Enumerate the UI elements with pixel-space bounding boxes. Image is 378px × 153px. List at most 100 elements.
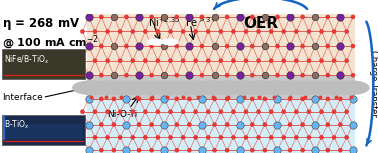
Point: [268, 30, 274, 33]
Point: [149, 74, 155, 76]
Point: [274, 123, 280, 126]
Point: [98, 16, 104, 18]
Point: [167, 110, 174, 113]
Point: [287, 123, 293, 126]
Point: [136, 149, 142, 151]
Point: [193, 30, 199, 33]
Point: [92, 136, 98, 139]
Point: [130, 110, 136, 113]
Point: [325, 123, 331, 126]
Point: [337, 149, 343, 151]
Point: [98, 74, 104, 76]
Point: [350, 16, 356, 18]
Circle shape: [318, 81, 353, 94]
Point: [274, 45, 280, 47]
Circle shape: [303, 81, 338, 94]
Point: [124, 16, 130, 18]
Circle shape: [134, 81, 170, 94]
Point: [243, 30, 249, 33]
Point: [142, 59, 148, 62]
Point: [306, 110, 312, 113]
Point: [199, 123, 205, 126]
Point: [350, 98, 356, 100]
Point: [103, 96, 109, 99]
Point: [281, 136, 287, 139]
Point: [268, 136, 274, 139]
Point: [287, 16, 293, 18]
Point: [300, 98, 306, 100]
Point: [210, 96, 216, 99]
Point: [325, 149, 331, 151]
Point: [224, 98, 230, 100]
Point: [155, 59, 161, 62]
Text: NiFe/B-TiO$_x$: NiFe/B-TiO$_x$: [5, 53, 50, 65]
Point: [350, 123, 356, 126]
Point: [212, 16, 218, 18]
Point: [237, 45, 243, 47]
Point: [268, 110, 274, 113]
Point: [281, 30, 287, 33]
Point: [300, 123, 306, 126]
Point: [155, 136, 161, 139]
Point: [142, 30, 148, 33]
Circle shape: [242, 81, 277, 94]
Point: [174, 74, 180, 76]
Point: [180, 136, 186, 139]
Text: @ 100 mA cm$^{-2}$: @ 100 mA cm$^{-2}$: [2, 34, 99, 52]
Point: [124, 98, 130, 100]
Point: [274, 74, 280, 76]
Point: [225, 96, 231, 99]
Circle shape: [104, 81, 139, 94]
Point: [325, 98, 331, 100]
Point: [193, 136, 199, 139]
Point: [124, 45, 130, 47]
Point: [300, 74, 306, 76]
Point: [325, 74, 331, 76]
Point: [306, 30, 312, 33]
Point: [142, 136, 148, 139]
Point: [118, 96, 124, 99]
Point: [105, 30, 111, 33]
Point: [337, 98, 343, 100]
Point: [218, 59, 224, 62]
Point: [237, 123, 243, 126]
Point: [193, 110, 199, 113]
Point: [167, 136, 174, 139]
Circle shape: [119, 81, 154, 94]
Point: [325, 16, 331, 18]
Bar: [87, 14, 355, 81]
Text: B-TiO$_x$: B-TiO$_x$: [5, 119, 31, 131]
Point: [205, 110, 211, 113]
Point: [199, 149, 205, 151]
Point: [230, 30, 236, 33]
Point: [312, 45, 318, 47]
Point: [92, 30, 98, 33]
Point: [344, 110, 350, 113]
Point: [350, 74, 356, 76]
Point: [237, 16, 243, 18]
Point: [224, 149, 230, 151]
Circle shape: [162, 39, 178, 45]
Point: [79, 110, 85, 113]
Point: [149, 149, 155, 151]
Point: [161, 98, 167, 100]
Circle shape: [165, 81, 200, 94]
Point: [149, 96, 155, 99]
Point: [337, 123, 343, 126]
Point: [98, 149, 104, 151]
Point: [302, 96, 308, 99]
Point: [79, 30, 85, 33]
Point: [155, 30, 161, 33]
Point: [174, 45, 180, 47]
Point: [111, 123, 117, 126]
Point: [193, 59, 199, 62]
Point: [186, 123, 192, 126]
Point: [312, 98, 318, 100]
Bar: [2, 115, 85, 145]
Point: [256, 110, 262, 113]
Point: [337, 16, 343, 18]
Point: [133, 96, 139, 99]
Point: [243, 59, 249, 62]
Point: [300, 149, 306, 151]
Point: [306, 136, 312, 139]
